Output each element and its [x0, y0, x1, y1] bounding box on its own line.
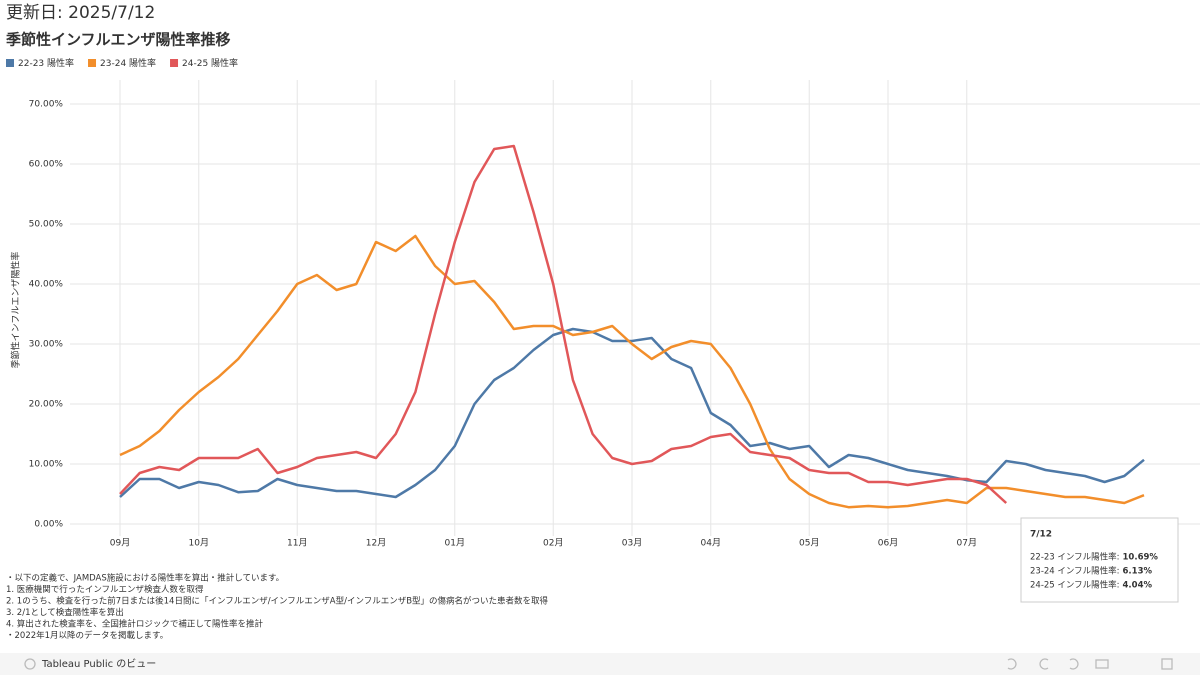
tooltip-box: [1020, 517, 1179, 603]
toolbar-icons: [24, 658, 1173, 670]
x-tick-label: 11月: [287, 538, 307, 549]
tooltip-value: 10.69%: [1123, 553, 1159, 563]
legend-label: 24-25 陽性率: [182, 57, 238, 69]
tableau-link[interactable]: Tableau Public のビュー: [41, 658, 156, 670]
legend-label: 22-23 陽性率: [18, 57, 74, 69]
y-tick-label: 30.00%: [29, 340, 64, 350]
tooltip: 7/12 22-23 インフル陽性率: 10.69%23-24 インフル陽性率: 6.…: [1020, 517, 1179, 603]
x-tick-label: 09月: [110, 538, 130, 549]
tooltip-label: 23-24 インフル陽性率:: [1030, 566, 1120, 577]
legend-swatch: [88, 59, 97, 67]
tooltip-title: 7/12: [1030, 530, 1052, 540]
x-tick-label: 07月: [957, 538, 977, 549]
note-line: 1. 医療機関で行ったインフルエンザ検査人数を取得: [6, 584, 204, 595]
series-line: [119, 234, 1145, 509]
legend-label: 23-24 陽性率: [100, 57, 156, 69]
tooltip-value: 4.04%: [1123, 581, 1153, 591]
y-tick-label: 0.00%: [34, 520, 63, 530]
x-tick-label: 03月: [622, 538, 642, 549]
toolbar: [0, 653, 1200, 675]
tooltip-label: 22-23 インフル陽性率:: [1030, 552, 1120, 563]
note-line: 2. 1のうち、検査を行った前7日または後14日間に「インフルエンザ/インフルエ…: [6, 596, 549, 607]
y-tick-label: 40.00%: [29, 280, 64, 290]
note-line: ・以下の定義で、JAMDAS施設における陽性率を算出・推計しています。: [6, 573, 284, 584]
series-line: [119, 144, 1008, 504]
x-tick-label: 05月: [799, 538, 819, 549]
x-tick-label: 04月: [701, 538, 721, 549]
updated-date: 更新日: 2025/7/12: [6, 3, 155, 23]
y-axis-title: 季節性インフルエンザ陽性率: [10, 252, 22, 369]
x-tick-label: 12月: [366, 538, 386, 549]
legend-swatch: [6, 59, 14, 67]
x-tick-label: 06月: [878, 538, 898, 549]
y-tick-label: 70.00%: [29, 100, 64, 110]
tooltip-label: 24-25 インフル陽性率:: [1030, 580, 1120, 591]
note-line: 3. 2/1として検査陽性率を算出: [6, 607, 124, 618]
legend-swatch: [170, 59, 179, 67]
y-tick-label: 60.00%: [29, 160, 64, 170]
note-line: ・2022年1月以降のデータを掲載します。: [6, 630, 168, 641]
note-line: 4. 算出された検査率を、全国推計ロジックで補正して陽性率を推計: [6, 619, 264, 630]
chart-title: 季節性インフルエンザ陽性率推移: [6, 31, 231, 49]
x-tick-label: 02月: [543, 538, 563, 549]
y-tick-label: 10.00%: [29, 460, 64, 470]
x-tick-label: 10月: [189, 538, 209, 549]
y-tick-label: 20.00%: [29, 400, 64, 410]
y-tick-label: 50.00%: [29, 220, 64, 230]
tooltip-value: 6.13%: [1123, 567, 1153, 577]
x-tick-label: 01月: [445, 538, 465, 549]
